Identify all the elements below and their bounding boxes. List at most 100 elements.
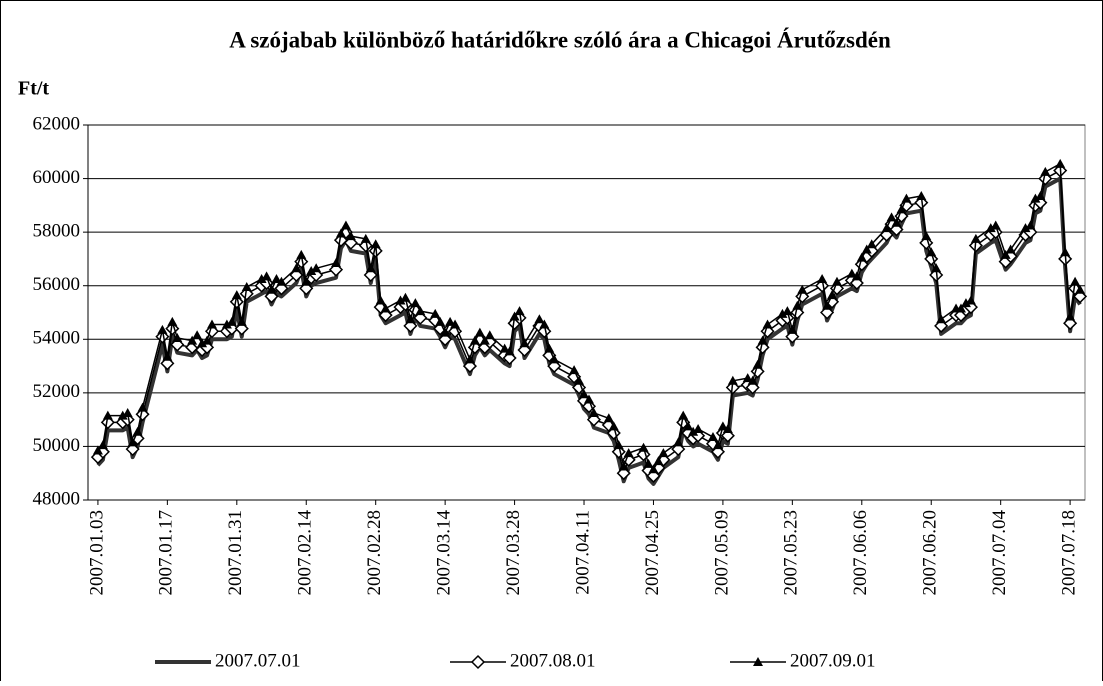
marker-triangle <box>162 351 173 361</box>
marker-triangle <box>92 445 103 455</box>
marker-triangle <box>469 335 480 345</box>
marker-triangle <box>747 375 758 385</box>
marker-triangle <box>479 335 490 345</box>
marker-triangle <box>583 394 594 404</box>
marker-triangle <box>1070 276 1081 286</box>
marker-triangle <box>717 421 728 431</box>
x-tick-label: 2007.05.23 <box>781 510 802 596</box>
marker-triangle <box>727 375 738 385</box>
marker-triangle <box>539 319 550 329</box>
marker-triangle <box>430 308 441 318</box>
marker-triangle <box>678 410 689 420</box>
marker-triangle <box>916 190 927 200</box>
x-tick-label: 2007.01.31 <box>225 510 246 596</box>
x-tick-label: 2007.06.20 <box>920 510 941 596</box>
x-tick-label: 2007.02.28 <box>364 510 385 596</box>
marker-triangle <box>445 316 456 326</box>
marker-triangle <box>792 300 803 310</box>
marker-triangle <box>236 316 247 326</box>
marker-triangle <box>1005 244 1016 254</box>
marker-triangle <box>851 271 862 281</box>
marker-triangle <box>693 424 704 434</box>
marker-triangle <box>202 335 213 345</box>
y-tick-label: 50000 <box>33 435 81 456</box>
legend-label: 2007.08.01 <box>510 650 596 671</box>
marker-triangle <box>395 295 406 305</box>
marker-triangle <box>137 402 148 412</box>
marker-triangle <box>901 193 912 203</box>
marker-triangle <box>574 375 585 385</box>
marker-triangle <box>331 257 342 267</box>
marker-triangle <box>618 461 629 471</box>
x-tick-label: 2007.01.03 <box>86 510 107 596</box>
marker-triangle <box>648 464 659 474</box>
y-tick-label: 62000 <box>33 113 81 134</box>
marker-triangle <box>221 319 232 329</box>
marker-triangle <box>544 343 555 353</box>
marker-triangle <box>226 316 237 326</box>
marker-triangle <box>256 274 267 284</box>
marker-triangle <box>623 448 634 458</box>
marker-triangle <box>102 410 113 420</box>
y-tick-label: 58000 <box>33 221 81 242</box>
y-tick-label: 48000 <box>33 488 81 509</box>
marker-triangle <box>499 343 510 353</box>
marker-triangle <box>484 330 495 340</box>
marker-triangle <box>167 316 178 326</box>
marker-triangle <box>197 338 208 348</box>
marker-triangle <box>673 437 684 447</box>
marker-triangle <box>192 330 203 340</box>
marker-triangle <box>271 274 282 284</box>
marker-triangle <box>117 410 128 420</box>
marker-triangle <box>261 271 272 281</box>
marker-triangle <box>127 437 138 447</box>
marker-triangle <box>207 319 218 329</box>
marker-triangle <box>1060 247 1071 257</box>
marker-triangle <box>866 239 877 249</box>
marker-triangle <box>856 252 867 262</box>
marker-triangle <box>896 204 907 214</box>
marker-triangle <box>1055 158 1066 168</box>
y-tick-label: 52000 <box>33 381 81 402</box>
marker-triangle <box>335 228 346 238</box>
marker-triangle <box>712 440 723 450</box>
marker-triangle <box>588 407 599 417</box>
marker-triangle <box>683 421 694 431</box>
marker-triangle <box>787 324 798 334</box>
marker-triangle <box>241 282 252 292</box>
marker-triangle <box>132 426 143 436</box>
marker-triangle <box>936 314 947 324</box>
marker-triangle <box>752 359 763 369</box>
marker-triangle <box>955 303 966 313</box>
y-tick-label: 56000 <box>33 274 81 295</box>
x-tick-label: 2007.02.14 <box>295 510 316 596</box>
marker-triangle <box>415 306 426 316</box>
marker-triangle <box>965 295 976 305</box>
marker-triangle <box>365 263 376 273</box>
marker-triangle <box>753 657 763 666</box>
marker-triangle <box>450 319 461 329</box>
marker-triangle <box>474 327 485 337</box>
marker-triangle <box>504 346 515 356</box>
x-tick-label: 2007.06.06 <box>850 510 871 596</box>
marker-triangle <box>266 284 277 294</box>
marker-triangle <box>157 324 168 334</box>
marker-triangle <box>122 407 133 417</box>
marker-triangle <box>380 303 391 313</box>
x-tick-label: 2007.07.18 <box>1058 510 1079 596</box>
marker-triangle <box>688 426 699 436</box>
marker-triangle <box>762 319 773 329</box>
x-tick-label: 2007.07.04 <box>989 510 1010 596</box>
marker-triangle <box>985 223 996 233</box>
marker-triangle <box>861 244 872 254</box>
marker-triangle <box>464 354 475 364</box>
marker-triangle <box>1030 193 1041 203</box>
x-tick-label: 2007.04.25 <box>642 510 663 596</box>
x-tick-label: 2007.05.09 <box>711 510 732 596</box>
marker-triangle <box>375 295 386 305</box>
marker-triangle <box>340 220 351 230</box>
marker-triangle <box>827 290 838 300</box>
marker-triangle <box>509 311 520 321</box>
marker-triangle <box>1075 284 1086 294</box>
marker-triangle <box>1000 249 1011 259</box>
